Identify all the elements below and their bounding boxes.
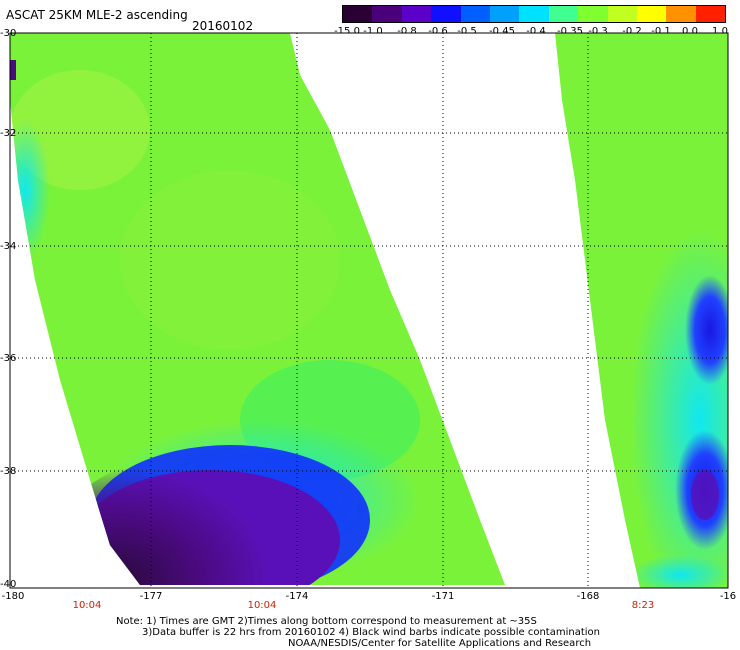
swath-right-cyan-band (630, 230, 728, 588)
lon-label: -177 (139, 591, 163, 602)
lon-label: -168 (576, 591, 600, 602)
colorbar-label: 0.0 (682, 26, 698, 37)
colorbar-label: -1.0 (363, 26, 383, 37)
colorbar-segment (519, 6, 549, 22)
swath-right-purple-core (691, 470, 719, 520)
colorbar-segment (489, 6, 520, 22)
colorbar-segment (548, 6, 579, 22)
colorbar-segment (695, 6, 726, 22)
colorbar-label: -0.5 (457, 26, 477, 37)
lat-label: -32 (0, 128, 17, 139)
colorbar-segment (401, 6, 432, 22)
lat-label: -30 (0, 28, 17, 39)
grid-lines (10, 33, 728, 588)
footer-credit: NOAA/NESDIS/Center for Satellite Applica… (288, 638, 592, 649)
colorbar-segment (607, 6, 637, 22)
colorbar-label: 1.0 (712, 26, 728, 37)
colorbar-segment (343, 6, 373, 22)
time-label: 10:04 (247, 600, 277, 611)
lat-label: -36 (0, 353, 17, 364)
lon-label: -174 (285, 591, 309, 602)
colorbar-labels: -15.0 -1.0 -0.8 -0.6 -0.5 -0.45 -0.4 -0.… (330, 26, 730, 38)
colorbar-segment (636, 6, 667, 22)
colorbar-label: -0.2 (622, 26, 642, 37)
swath-right-cyan-bottom (630, 555, 728, 588)
lon-label: -171 (431, 591, 455, 602)
time-label: 8:23 (631, 600, 655, 611)
lon-label: -180 (1, 591, 25, 602)
colorbar-segment (431, 6, 461, 22)
footer-note-line2: 3)Data buffer is 22 hrs from 20160102 4)… (142, 627, 600, 638)
footer-note-line1: Note: 1) Times are GMT 2)Times along bot… (116, 616, 537, 627)
colorbar-label: -15.0 (334, 26, 360, 37)
lat-label: -38 (0, 466, 17, 477)
colorbar-segment (372, 6, 402, 22)
lat-label: -34 (0, 241, 17, 252)
colorbar-label: -0.45 (489, 26, 515, 37)
colorbar-label: -0.8 (397, 26, 417, 37)
time-label: 10:04 (72, 600, 102, 611)
colorbar-label: -0.35 (557, 26, 583, 37)
map-title: ASCAT 25KM MLE-2 ascending (6, 8, 188, 22)
map-date: 20160102 (192, 19, 254, 33)
colorbar-segment (460, 6, 490, 22)
colorbar-label: -0.4 (526, 26, 546, 37)
swath-left-patch (120, 170, 340, 350)
lon-label: -16 (719, 591, 737, 602)
swath-right (555, 33, 728, 588)
colorbar-label: -0.6 (428, 26, 448, 37)
colorbar (342, 5, 726, 23)
colorbar-label: -0.3 (588, 26, 608, 37)
lat-label: -40 (0, 579, 17, 590)
colorbar-segment (666, 6, 696, 22)
swath-left-edge-pixel (10, 60, 16, 80)
plot-frame (9, 32, 729, 589)
colorbar-segment (578, 6, 608, 22)
colorbar-label: -0.1 (651, 26, 671, 37)
